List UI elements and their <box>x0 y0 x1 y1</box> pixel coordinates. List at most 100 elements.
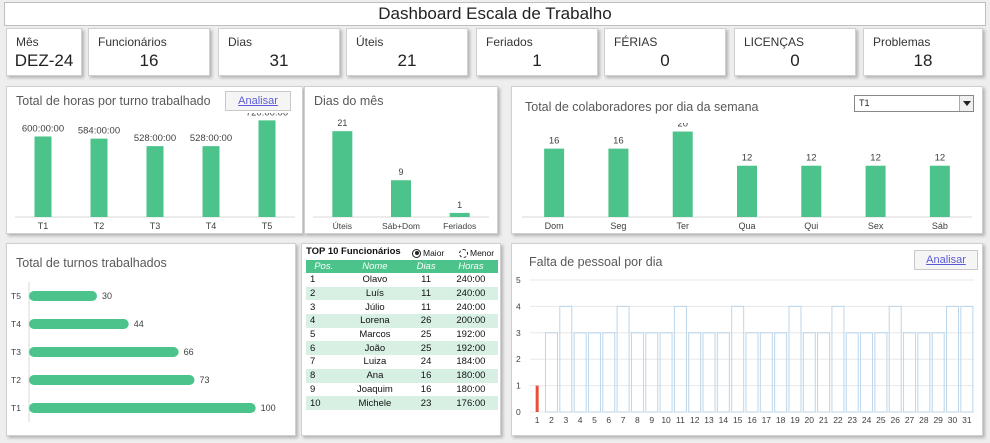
x-tick-label: T3 <box>150 221 161 231</box>
table-cell: 11 <box>421 274 432 286</box>
x-tick-label: 17 <box>762 415 772 425</box>
table-cell: 176:00 <box>443 396 498 410</box>
table-cell: 24 <box>420 356 432 368</box>
chart-bar <box>29 347 179 357</box>
chart-bar <box>332 131 353 217</box>
x-tick-label: Seg <box>610 221 626 231</box>
x-tick-label: 26 <box>890 415 900 425</box>
table-cell: 192:00 <box>443 341 498 356</box>
data-label: 1 <box>457 200 462 210</box>
x-tick-label: Feriados <box>443 221 476 231</box>
outline-bar <box>931 332 945 413</box>
shortage-panel-title: Falta de pessoal por dia <box>529 255 663 269</box>
x-tick-label: 2 <box>549 415 554 425</box>
y-tick-label: T1 <box>11 403 21 413</box>
x-tick-label: Sex <box>868 221 884 231</box>
outline-bar <box>559 305 573 413</box>
chart-bar <box>865 165 886 217</box>
chart-bar <box>608 148 629 217</box>
x-tick-label: 16 <box>747 415 757 425</box>
x-tick-label: Qua <box>738 221 755 231</box>
x-tick-label: T5 <box>262 221 273 231</box>
radio-selected-icon[interactable] <box>412 248 421 258</box>
table-cell: 16 <box>408 368 444 383</box>
chart-bar <box>90 138 108 217</box>
kpi-problems-value: 18 <box>913 51 933 70</box>
table-cell: 7 <box>310 356 316 368</box>
x-tick-label: 28 <box>919 415 929 425</box>
outline-bar <box>731 305 745 413</box>
data-label: 44 <box>134 319 144 329</box>
radio-unselected-icon[interactable] <box>459 248 468 258</box>
outline-bar <box>745 332 759 413</box>
x-tick-label: 29 <box>933 415 943 425</box>
column-header: Horas <box>443 260 498 273</box>
x-tick-label: T2 <box>94 221 105 231</box>
chart-bar <box>29 375 195 385</box>
x-tick-label: 6 <box>606 415 611 425</box>
outline-bar <box>860 332 874 413</box>
kpi-holidays-label: Feriados <box>486 35 533 49</box>
data-label: 20 <box>677 123 688 130</box>
kpi-workdays-value: 21 <box>397 51 417 70</box>
chart-bar <box>146 146 164 217</box>
data-label: 16 <box>549 136 560 147</box>
data-label: 600:00:00 <box>22 123 64 134</box>
table-cell: 240:00 <box>456 274 486 286</box>
data-label: 720:00:00 <box>246 113 288 118</box>
hours-analyze-button[interactable]: Analisar <box>225 91 291 111</box>
x-tick-label: 18 <box>776 415 786 425</box>
chart-bar <box>258 120 276 217</box>
outline-bar <box>573 332 587 413</box>
outline-bar <box>788 305 802 413</box>
kpi-holidays-value: 1 <box>532 51 542 70</box>
table-cell: 240:00 <box>456 301 486 313</box>
data-label: 12 <box>806 153 817 164</box>
outline-bar <box>716 332 730 413</box>
kpi-days-label: Dias <box>228 35 253 49</box>
kpi-holidays-card: Feriados 1 <box>476 28 598 76</box>
x-tick-label: Sáb <box>932 221 948 231</box>
weekday-panel-title: Total de colaboradores por dia da semana <box>525 100 759 114</box>
x-tick-label: 12 <box>690 415 700 425</box>
x-tick-label: Qui <box>804 221 818 231</box>
y-tick-label: 5 <box>516 275 521 285</box>
kpi-leaves-value: 0 <box>790 51 800 70</box>
data-label: 12 <box>870 153 881 164</box>
shortage-analyze-button[interactable]: Analisar <box>914 250 978 270</box>
x-tick-label: 23 <box>848 415 858 425</box>
shift-select-dropdown[interactable]: T1 <box>854 95 974 112</box>
chevron-down-icon[interactable] <box>959 96 973 111</box>
x-tick-label: 3 <box>563 415 568 425</box>
outline-bar <box>874 332 888 413</box>
x-tick-label: 13 <box>704 415 714 425</box>
kpi-employees-card: Funcionários 16 <box>88 28 210 76</box>
data-label: 30 <box>102 291 112 301</box>
data-label: 12 <box>742 153 753 164</box>
x-tick-label: 5 <box>592 415 597 425</box>
table-cell: 9 <box>310 383 316 395</box>
table-cell: Michele <box>341 396 409 410</box>
outline-bar <box>645 332 659 413</box>
outline-bar <box>774 332 788 413</box>
column-header: Pos. <box>306 260 342 273</box>
outline-bar <box>917 332 931 413</box>
outline-bar <box>630 332 644 413</box>
x-tick-label: T4 <box>206 221 217 231</box>
chart-bar <box>672 131 693 217</box>
kpi-employees-label: Funcionários <box>98 35 167 49</box>
radio-option-min[interactable]: Menor <box>459 248 494 258</box>
outline-bar <box>616 305 630 413</box>
radio-option-max[interactable]: Maior <box>412 248 444 258</box>
x-tick-label: 15 <box>733 415 743 425</box>
outline-bar <box>587 332 601 413</box>
x-tick-label: 8 <box>635 415 640 425</box>
table-header-row: Pos. Nome Dias Horas <box>306 260 498 273</box>
table-row: 4 Lorena 26 200:00 <box>306 314 498 328</box>
kpi-vacation-label: FÉRIAS <box>614 35 658 49</box>
data-label: 9 <box>398 167 403 177</box>
kpi-employees-value: 16 <box>139 51 159 70</box>
table-cell: 200:00 <box>443 314 498 328</box>
table-cell: 3 <box>310 301 316 313</box>
column-header: Nome <box>341 260 409 273</box>
